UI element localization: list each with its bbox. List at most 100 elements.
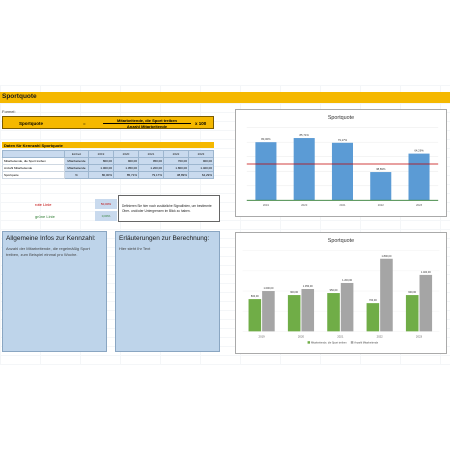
formula-lhs: Sportquote	[19, 121, 43, 126]
gruene-linie-label: grüne Linie	[35, 214, 55, 219]
table-header-cell[interactable]: 2023	[188, 150, 214, 158]
info-box-calculation-heading: Erläuterungen zur Berechnung:	[119, 235, 210, 242]
data-label: 900,00	[408, 290, 416, 294]
x-tick-label: 2022	[377, 334, 384, 338]
legend-label: Anzahl Mitarbeitende	[354, 341, 379, 345]
bar-2020-series-1	[287, 295, 301, 332]
formula-box[interactable]: Sportquote = Mitarbeitende, die Sport tr…	[2, 116, 214, 129]
table-header-row: Einheit 2019 2020 2021 2022 2023	[2, 150, 214, 158]
x-tick-label: 2019	[263, 203, 270, 207]
x-tick-label: 2023	[416, 334, 423, 338]
chart-title: Sportquote	[328, 115, 354, 121]
info-box-general-body: Anzahl der Mitarbeitende, die regelmäßig…	[6, 246, 90, 257]
x-tick-label: 2023	[416, 203, 423, 207]
bar-2021-series-2	[340, 282, 354, 332]
data-label: 1.800,00	[381, 254, 391, 258]
table-header-cell[interactable]	[2, 150, 65, 158]
table-cell[interactable]: 900,00	[188, 157, 214, 165]
table-header-cell[interactable]: 2022	[163, 150, 189, 158]
data-section-header: Daten für Kennzahl Sportquote	[2, 142, 214, 148]
table-row: Sportquote % 80,00% 85,71% 79,17% 38,89%…	[2, 171, 214, 179]
table-cell[interactable]: 1.050,00	[113, 164, 139, 172]
table-cell[interactable]: 1.000,00	[88, 164, 114, 172]
gruene-linie-value[interactable]: 0,00%	[95, 211, 117, 221]
x-tick-label: 2019	[259, 334, 266, 338]
table-header-cell[interactable]: 2021	[138, 150, 164, 158]
bar-2019	[255, 142, 277, 201]
table-header-cell[interactable]: 2020	[113, 150, 139, 158]
rote-linie-value[interactable]: 50,00%	[95, 199, 117, 209]
x-tick-label: 2022	[378, 203, 385, 207]
data-label: 1.400,00	[421, 270, 431, 274]
bar-2022	[370, 172, 392, 201]
table-row: Anzahl Mitarbeitende Mitarbeitende 1.000…	[2, 164, 214, 172]
formula-multiplier: x 100	[195, 121, 207, 126]
table-cell[interactable]: 1.200,00	[138, 164, 164, 172]
data-label: 64,29%	[414, 149, 424, 153]
table-row: Mitarbeitende, die Sport treiben Mitarbe…	[2, 157, 214, 165]
table-cell[interactable]: 64,29%	[188, 171, 214, 179]
table-cell[interactable]: 38,89%	[163, 171, 189, 179]
chart-mitarbeitende[interactable]: Sportquote 800,00 1.000,00 2019 900,00 1.050,…	[235, 232, 447, 354]
table-cell[interactable]: 950,00	[138, 157, 164, 165]
bar-2020	[293, 138, 315, 201]
table-cell-unit[interactable]: Mitarbeitende	[64, 157, 89, 165]
legend-swatch	[350, 341, 354, 344]
table-cell-label[interactable]: Sportquote	[2, 171, 65, 179]
data-label: 38,89%	[376, 167, 386, 171]
x-tick-label: 2020	[298, 334, 305, 338]
table-cell[interactable]: 79,17%	[138, 171, 164, 179]
signal-line-note-text: Definieren Sie hier noch zusätzliche Sig…	[122, 204, 212, 213]
legend-swatch	[307, 341, 311, 344]
data-table: Einheit 2019 2020 2021 2022 2023 Mitarbe…	[2, 150, 214, 179]
formula-numerator: Mitarbeitende, die Sport treiben	[103, 118, 191, 124]
sheet-title: Sportquote	[2, 93, 37, 100]
x-tick-label: 2021	[339, 203, 346, 207]
data-label: 79,17%	[338, 138, 348, 142]
data-label: 85,71%	[300, 133, 310, 137]
data-label: 700,00	[369, 298, 377, 302]
table-cell-label[interactable]: Mitarbeitende, die Sport treiben	[2, 157, 65, 165]
rote-linie-label: rote Linie	[35, 202, 52, 207]
table-cell-label[interactable]: Anzahl Mitarbeitende	[2, 164, 65, 172]
legend-label: Mitarbeitende, die Sport treiben	[311, 341, 347, 345]
info-box-calculation[interactable]: Erläuterungen zur Berechnung: Hier steht…	[115, 231, 220, 352]
bar-2019-series-2	[262, 291, 275, 332]
data-label: 1.200,00	[342, 278, 352, 282]
bar-2023-series-1	[405, 295, 419, 332]
bar-2023-series-2	[419, 274, 433, 332]
bar-2022-series-2	[380, 258, 393, 332]
signal-line-note[interactable]: Definieren Sie hier noch zusätzliche Sig…	[118, 195, 220, 222]
table-header-cell[interactable]: Einheit	[64, 150, 89, 158]
info-box-general[interactable]: Allgemeine Infos zur Kennzahl: Anzahl de…	[2, 231, 107, 352]
table-cell[interactable]: 800,00	[88, 157, 114, 165]
table-cell[interactable]: 85,71%	[113, 171, 139, 179]
data-label: 80,00%	[261, 137, 271, 141]
table-cell[interactable]: 700,00	[163, 157, 189, 165]
bar-2023	[408, 153, 430, 201]
bar-2021-series-1	[327, 293, 340, 332]
data-section-title: Daten für Kennzahl Sportquote	[4, 142, 63, 148]
table-cell-unit[interactable]: %	[64, 171, 89, 179]
bar-2020-series-2	[301, 289, 315, 332]
table-cell[interactable]: 80,00%	[88, 171, 114, 179]
table-cell-unit[interactable]: Mitarbeitende	[64, 164, 89, 172]
data-label: 900,00	[290, 290, 298, 294]
table-header-cell[interactable]: 2019	[88, 150, 114, 158]
formula-equals: =	[83, 121, 86, 126]
data-label: 950,00	[330, 288, 338, 292]
table-cell[interactable]: 900,00	[113, 157, 139, 165]
chart-sportquote[interactable]: Sportquote 80,00% 2019 85,71% 2020 79,17% 2021…	[235, 109, 447, 217]
sheet-title-bar: Sportquote	[0, 92, 450, 103]
data-label: 800,00	[251, 294, 259, 298]
x-tick-label: 2021	[337, 334, 344, 338]
formula-denominator: Anzahl Mitarbeitende	[126, 124, 168, 129]
x-tick-label: 2020	[301, 203, 308, 207]
table-cell[interactable]: 1.800,00	[163, 164, 189, 172]
bar-2019-series-1	[248, 299, 262, 332]
data-label: 1.050,00	[303, 284, 313, 288]
chart-mitarbeitende-svg: Sportquote 800,00 1.000,00 2019 900,00 1.050,…	[242, 238, 440, 345]
table-cell[interactable]: 1.400,00	[188, 164, 214, 172]
bar-2021	[331, 142, 353, 201]
